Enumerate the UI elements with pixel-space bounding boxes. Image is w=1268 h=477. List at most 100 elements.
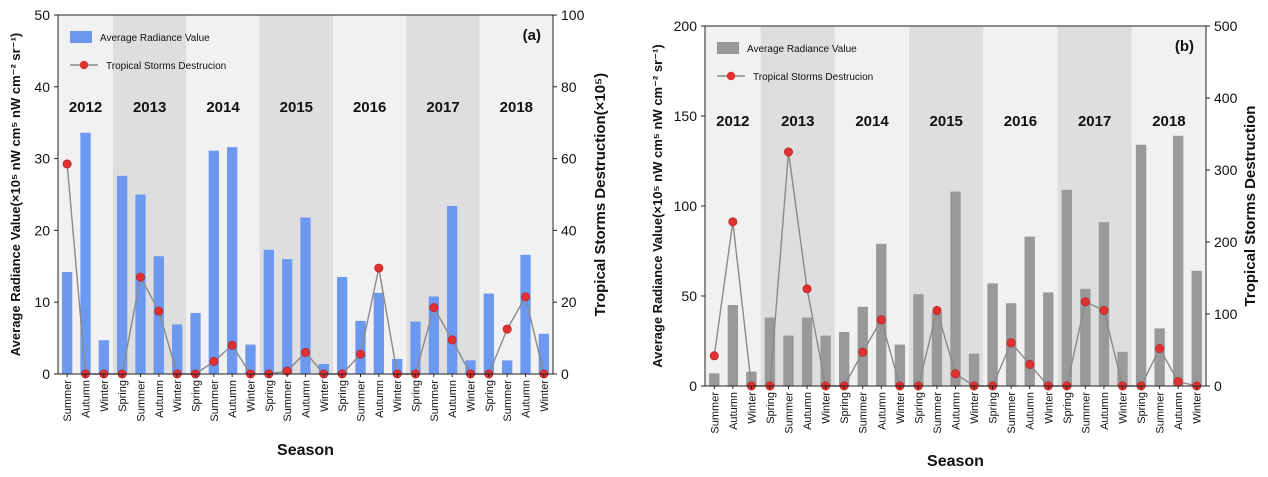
x-tick-label: Spring bbox=[337, 380, 349, 412]
bar-22 bbox=[465, 360, 476, 374]
legend-line-label: Tropical Storms Destrucion bbox=[753, 72, 873, 83]
x-tick-label: Spring bbox=[484, 380, 496, 412]
bar-1 bbox=[80, 132, 91, 374]
year-label: 2015 bbox=[930, 113, 963, 130]
panel-label: (b) bbox=[1175, 38, 1194, 55]
storm-point-21 bbox=[447, 335, 457, 345]
x-tick-label: Spring bbox=[765, 392, 777, 424]
x-tick-label: Autumn bbox=[802, 392, 814, 430]
x-tick-label: Winter bbox=[1192, 392, 1204, 424]
x-tick-label: Summer bbox=[709, 392, 721, 434]
storm-point-0 bbox=[709, 351, 719, 361]
x-tick-label: Winter bbox=[969, 392, 981, 424]
year-label: 2016 bbox=[1004, 113, 1037, 130]
bar-5 bbox=[801, 317, 813, 386]
year-label: 2018 bbox=[500, 99, 533, 116]
storm-point-24 bbox=[1155, 344, 1165, 354]
y2-tick-label: 300 bbox=[1214, 162, 1238, 178]
x-tick-label: Spring bbox=[411, 380, 423, 412]
x-tick-label: Spring bbox=[117, 380, 129, 412]
x-tick-label: Autumn bbox=[1025, 392, 1037, 430]
bar-17 bbox=[373, 292, 384, 374]
x-tick-label: Summer bbox=[1006, 392, 1018, 434]
y-tick-label: 10 bbox=[34, 294, 50, 310]
storm-point-20 bbox=[429, 303, 439, 313]
y2-tick-label: 100 bbox=[1214, 306, 1238, 322]
bar-13 bbox=[300, 217, 311, 374]
year-label: 2012 bbox=[716, 113, 749, 130]
legend-bar-swatch bbox=[717, 42, 739, 54]
y-tick-label: 50 bbox=[34, 7, 50, 23]
x-tick-label: Summer bbox=[858, 392, 870, 434]
x-tick-label: Spring bbox=[264, 380, 276, 412]
storm-point-24 bbox=[502, 324, 512, 334]
storm-point-16 bbox=[355, 349, 365, 359]
legend-line-label: Tropical Storms Destrucion bbox=[106, 61, 226, 72]
x-tick-label: Spring bbox=[1136, 392, 1148, 424]
bar-18 bbox=[1043, 292, 1054, 386]
storm-point-20 bbox=[1080, 297, 1090, 307]
year-label: 2013 bbox=[781, 113, 814, 130]
bar-19 bbox=[410, 321, 421, 374]
x-tick-label: Spring bbox=[1062, 392, 1074, 424]
storm-point-4 bbox=[136, 272, 146, 282]
bar-6 bbox=[172, 324, 183, 374]
y2-tick-label: 200 bbox=[1214, 234, 1238, 250]
x-tick-label: Summer bbox=[282, 380, 294, 422]
y2-tick-label: 400 bbox=[1214, 90, 1238, 106]
bar-2 bbox=[98, 340, 109, 374]
y-tick-label: 0 bbox=[689, 378, 697, 394]
bar-15 bbox=[337, 277, 348, 374]
bar-20 bbox=[1080, 288, 1091, 386]
x-tick-label: Winter bbox=[392, 380, 404, 412]
storm-point-8 bbox=[858, 347, 868, 357]
x-tick-label: Summer bbox=[209, 380, 221, 422]
x-tick-label: Summer bbox=[784, 392, 796, 434]
bar-17 bbox=[1024, 236, 1035, 386]
year-label: 2017 bbox=[426, 99, 459, 116]
x-tick-label: Winter bbox=[1118, 392, 1130, 424]
storm-point-16 bbox=[1006, 338, 1016, 348]
y2-tick-label: 0 bbox=[1214, 378, 1222, 394]
bar-11 bbox=[263, 249, 274, 374]
bar-7 bbox=[190, 312, 201, 374]
x-tick-label: Autumn bbox=[1099, 392, 1111, 430]
x-tick-label: Summer bbox=[1155, 392, 1167, 434]
bar-3 bbox=[117, 175, 128, 374]
x-tick-label: Winter bbox=[466, 380, 478, 412]
legend-line-marker bbox=[726, 71, 736, 81]
x-tick-label: Autumn bbox=[301, 380, 313, 418]
storm-point-13 bbox=[950, 369, 960, 379]
x-tick-label: Summer bbox=[932, 392, 944, 434]
legend-bar-label: Average Radiance Value bbox=[100, 33, 210, 44]
x-tick-label: Spring bbox=[913, 392, 925, 424]
bar-8 bbox=[857, 306, 868, 386]
year-label: 2012 bbox=[69, 99, 102, 116]
y2-tick-label: 80 bbox=[561, 79, 577, 95]
storm-point-9 bbox=[227, 340, 237, 350]
x-tick-label: Summer bbox=[62, 380, 74, 422]
year-label: 2013 bbox=[133, 99, 166, 116]
bar-23 bbox=[1135, 144, 1147, 386]
bar-4 bbox=[135, 194, 146, 374]
y-tick-label: 20 bbox=[34, 222, 50, 238]
y2-tick-label: 20 bbox=[561, 294, 577, 310]
legend-line-marker bbox=[79, 60, 89, 70]
bar-25 bbox=[1172, 135, 1184, 386]
storm-point-4 bbox=[783, 147, 793, 157]
x-tick-label: Autumn bbox=[81, 380, 93, 418]
y2-axis-title: Tropical Storms Destruction bbox=[1242, 106, 1259, 307]
x-tick-label: Summer bbox=[429, 380, 441, 422]
storm-point-8 bbox=[209, 356, 219, 366]
bar-4 bbox=[783, 335, 794, 386]
bar-24 bbox=[502, 360, 513, 374]
bar-18 bbox=[392, 358, 403, 374]
x-tick-label: Winter bbox=[319, 380, 331, 412]
y2-tick-label: 100 bbox=[561, 7, 585, 23]
x-tick-label: Summer bbox=[136, 380, 148, 422]
bar-2 bbox=[746, 371, 757, 386]
x-axis-title: Season bbox=[927, 453, 984, 470]
bar-14 bbox=[318, 363, 329, 374]
y-axis-title: Average Radiance Value(×10⁵ nW cm⁵ nW cm… bbox=[650, 44, 665, 367]
x-tick-label: Winter bbox=[895, 392, 907, 424]
